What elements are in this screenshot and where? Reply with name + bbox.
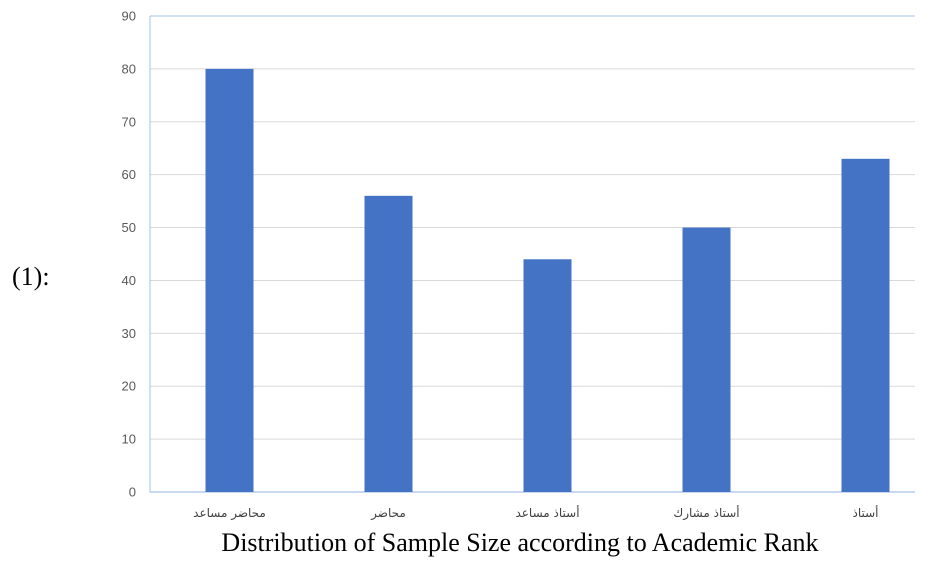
y-tick-label: 70 bbox=[122, 114, 136, 129]
bar bbox=[205, 68, 254, 492]
x-tick-label: أستاذ bbox=[852, 505, 878, 520]
y-tick-label: 20 bbox=[122, 379, 136, 394]
chart-caption: Distribution of Sample Size according to… bbox=[221, 528, 819, 557]
y-tick-label: 90 bbox=[122, 9, 136, 24]
bars bbox=[205, 68, 890, 493]
figure-number: (1): bbox=[12, 262, 50, 291]
bar bbox=[523, 259, 572, 492]
bar bbox=[841, 158, 890, 493]
y-tick-label: 80 bbox=[122, 61, 136, 76]
x-tick-label: محاضر bbox=[370, 506, 406, 520]
y-tick-label: 0 bbox=[129, 485, 136, 500]
bar bbox=[364, 195, 413, 493]
x-tick-label: أستاذ مشارك bbox=[673, 505, 739, 520]
y-tick-label: 50 bbox=[122, 220, 136, 235]
y-tick-label: 30 bbox=[122, 326, 136, 341]
y-tick-label: 40 bbox=[122, 273, 136, 288]
x-tick-labels: محاضر مساعد محاضر أستاذ مساعد أستاذ مشارك أس… bbox=[193, 505, 878, 520]
bar-chart: 0 10 20 30 40 50 60 70 80 90 محاضر مساعد محاضر أستا… bbox=[122, 9, 915, 520]
y-tick-label: 10 bbox=[122, 432, 136, 447]
x-tick-label: محاضر مساعد bbox=[193, 506, 266, 520]
y-tick-labels: 0 10 20 30 40 50 60 70 80 90 bbox=[122, 9, 136, 500]
x-tick-label: أستاذ مساعد bbox=[515, 505, 579, 520]
y-tick-label: 60 bbox=[122, 167, 136, 182]
bar bbox=[682, 227, 731, 493]
